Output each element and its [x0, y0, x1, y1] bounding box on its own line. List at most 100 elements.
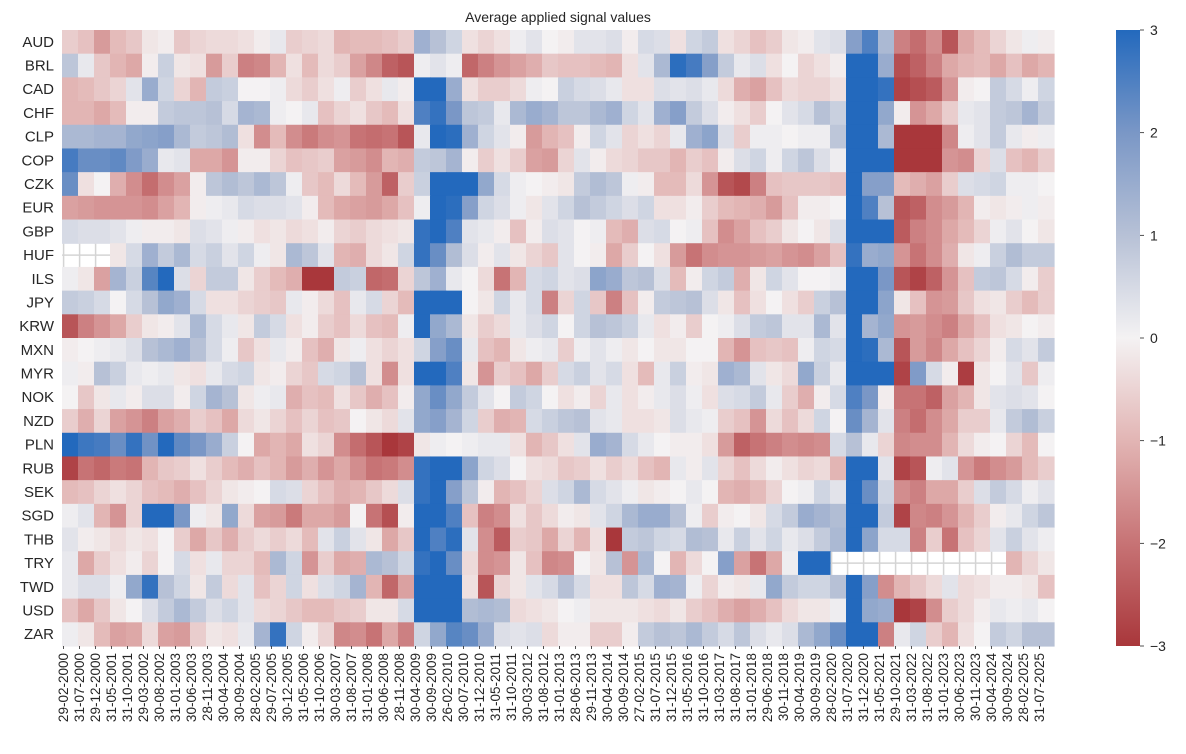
heatmap-cell-CZK	[830, 172, 847, 197]
heatmap-cell-THB	[174, 527, 191, 552]
heatmap-cell-USD	[686, 598, 703, 623]
heatmap-cell-ZAR	[542, 622, 559, 647]
heatmap-cell-TRY	[270, 551, 287, 576]
heatmap-cell-THB	[558, 527, 575, 552]
heatmap-cell-MYR	[158, 361, 175, 386]
heatmap-cell-PLN	[942, 432, 959, 458]
heatmap-cell-ZAR	[910, 622, 927, 647]
heatmap-cell-KRW	[174, 314, 191, 339]
heatmap-cell-KRW	[414, 314, 431, 339]
heatmap-cell-KRW	[1022, 314, 1039, 339]
heatmap-cell-CZK	[798, 172, 815, 197]
heatmap-cell-JPY	[814, 290, 831, 315]
heatmap-cell-SGD	[318, 503, 335, 529]
heatmap-cell-MXN	[158, 338, 175, 363]
heatmap-cell-CHF	[910, 101, 927, 126]
heatmap-cell-CAD	[446, 77, 463, 102]
heatmap-cell-BRL	[878, 53, 895, 78]
heatmap-cell-EUR	[286, 195, 303, 221]
heatmap-cell-ILS	[734, 266, 751, 292]
heatmap-cell-ILS	[238, 266, 255, 292]
heatmap-cell-JPY	[398, 290, 415, 315]
heatmap-cell-EUR	[830, 195, 847, 221]
heatmap-cell-COP	[526, 148, 543, 173]
heatmap-cell-AUD	[686, 30, 703, 55]
heatmap-cell-SEK	[254, 480, 271, 505]
heatmap-cell-CLP	[974, 124, 991, 150]
heatmap-cell-CZK	[766, 172, 783, 197]
heatmap-cell-BRL	[654, 53, 671, 78]
x-tick-label: 30-08-2002	[152, 653, 167, 722]
heatmap-cell-BRL	[526, 53, 543, 78]
heatmap-cell-CLP	[830, 124, 847, 150]
heatmap-cell-MYR	[142, 361, 159, 386]
heatmap-cell-BRL	[942, 53, 959, 78]
heatmap-cell-MYR	[62, 361, 79, 386]
y-tick-label: CHF	[23, 105, 54, 122]
heatmap-cell-NZD	[222, 409, 239, 434]
heatmap-cell-THB	[798, 527, 815, 552]
heatmap-cell-TWD	[190, 574, 207, 600]
x-tick-label: 28-02-2005	[248, 653, 263, 722]
heatmap-cell-TRY	[1006, 551, 1023, 576]
heatmap-cell-THB	[254, 527, 271, 552]
heatmap-cell-MXN	[686, 338, 703, 363]
heatmap-cell-PLN	[878, 432, 895, 458]
heatmap-cell-MXN	[590, 338, 607, 363]
heatmap-cell-COP	[254, 148, 271, 173]
heatmap-cell-CHF	[94, 101, 111, 126]
heatmap-cell-RUB	[318, 456, 335, 481]
heatmap-cell-EUR	[254, 195, 271, 221]
heatmap-cell-MXN	[238, 338, 255, 363]
x-tick-label: 28-06-2013	[568, 653, 583, 722]
heatmap-cell-TRY	[622, 551, 639, 576]
heatmap-cell-GBP	[606, 219, 623, 244]
heatmap-cell-BRL	[382, 53, 399, 78]
heatmap-cell-ZAR	[430, 622, 447, 647]
heatmap-cell-SEK	[446, 480, 463, 505]
x-tick-label: 30-04-2014	[600, 653, 615, 723]
heatmap-cell-EUR	[702, 195, 719, 221]
heatmap-cell-EUR	[606, 195, 623, 221]
heatmap-cell-NZD	[1022, 409, 1039, 434]
heatmap-cell-BRL	[734, 53, 751, 78]
heatmap-cell-KRW	[638, 314, 655, 339]
heatmap-cell-MYR	[974, 361, 991, 386]
heatmap-cell-HUF	[382, 243, 399, 268]
heatmap-cell-COP	[686, 148, 703, 173]
heatmap-cell-NOK	[862, 385, 879, 410]
heatmap-cell-ZAR	[190, 622, 207, 647]
heatmap-cell-ILS	[510, 266, 527, 292]
heatmap-cell-SEK	[206, 480, 223, 505]
heatmap-cell-CLP	[334, 124, 351, 150]
heatmap-cell-ILS	[334, 266, 351, 292]
heatmap-cell-BRL	[414, 53, 431, 78]
heatmap-cell-KRW	[798, 314, 815, 339]
heatmap-cell-AUD	[910, 30, 927, 55]
heatmap-cell-AUD	[254, 30, 271, 55]
heatmap-cell-USD	[494, 598, 511, 623]
heatmap-cell-SGD	[78, 503, 95, 529]
colorbar-tick-label: −2	[1150, 535, 1166, 551]
heatmap-cell-NOK	[542, 385, 559, 410]
heatmap-cell-MYR	[574, 361, 591, 386]
heatmap-cell-GBP	[542, 219, 559, 244]
heatmap-cell-PLN	[750, 432, 767, 458]
heatmap-cell-THB	[638, 527, 655, 552]
x-tick-label: 31-07-2025	[1032, 653, 1047, 722]
x-tick-label: 31-07-2015	[648, 653, 663, 722]
heatmap-cell-JPY	[302, 290, 319, 315]
heatmap-cell-CZK	[958, 172, 975, 197]
heatmap-cell-THB	[670, 527, 687, 552]
heatmap-cell-CHF	[846, 101, 863, 126]
heatmap-cell-CLP	[574, 124, 591, 150]
heatmap-cell-CAD	[718, 77, 735, 102]
heatmap-cell-ILS	[622, 266, 639, 292]
heatmap-cell-MYR	[990, 361, 1007, 386]
heatmap-cell-ILS	[526, 266, 543, 292]
heatmap-cell-MYR	[862, 361, 879, 386]
heatmap-cell-HUF	[974, 243, 991, 268]
heatmap-cell-CLP	[718, 124, 735, 150]
heatmap-cell-TWD	[654, 574, 671, 600]
heatmap-cell-TRY	[302, 551, 319, 576]
